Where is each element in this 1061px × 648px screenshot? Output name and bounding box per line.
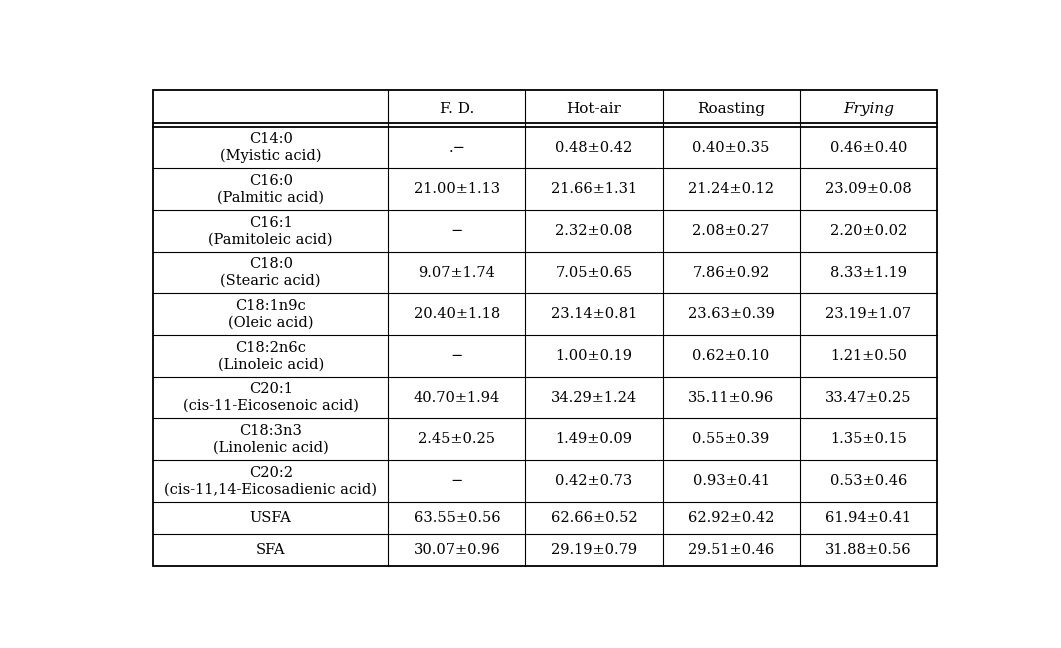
Text: 33.47±0.25: 33.47±0.25	[825, 391, 911, 404]
Text: 29.19±0.79: 29.19±0.79	[551, 543, 637, 557]
Text: 0.62±0.10: 0.62±0.10	[693, 349, 769, 363]
Text: 23.14±0.81: 23.14±0.81	[551, 307, 637, 321]
Text: 2.32±0.08: 2.32±0.08	[555, 224, 632, 238]
Text: 0.93±0.41: 0.93±0.41	[693, 474, 769, 488]
Text: 30.07±0.96: 30.07±0.96	[414, 543, 500, 557]
Text: C20:2
(cis-11,14-Eicosadienic acid): C20:2 (cis-11,14-Eicosadienic acid)	[164, 465, 378, 496]
Text: 9.07±1.74: 9.07±1.74	[418, 266, 495, 280]
Text: 8.33±1.19: 8.33±1.19	[830, 266, 907, 280]
Text: 23.19±1.07: 23.19±1.07	[825, 307, 911, 321]
Text: 61.94±0.41: 61.94±0.41	[825, 511, 911, 525]
Text: C14:0
(Myistic acid): C14:0 (Myistic acid)	[220, 132, 321, 163]
Text: C18:0
(Stearic acid): C18:0 (Stearic acid)	[221, 257, 321, 288]
Text: 7.05±0.65: 7.05±0.65	[555, 266, 632, 280]
Text: 23.09±0.08: 23.09±0.08	[824, 182, 911, 196]
Text: 40.70±1.94: 40.70±1.94	[414, 391, 500, 404]
Text: USFA: USFA	[249, 511, 292, 525]
Text: 29.51±0.46: 29.51±0.46	[688, 543, 775, 557]
Text: 20.40±1.18: 20.40±1.18	[414, 307, 500, 321]
Text: 0.48±0.42: 0.48±0.42	[555, 141, 632, 155]
Text: 21.66±1.31: 21.66±1.31	[551, 182, 637, 196]
Text: C20:1
(cis-11-Eicosenoic acid): C20:1 (cis-11-Eicosenoic acid)	[182, 382, 359, 413]
Text: 2.08±0.27: 2.08±0.27	[693, 224, 769, 238]
Text: C18:1n9c
(Oleic acid): C18:1n9c (Oleic acid)	[228, 299, 313, 330]
Text: 0.40±0.35: 0.40±0.35	[693, 141, 770, 155]
Text: 0.42±0.73: 0.42±0.73	[555, 474, 632, 488]
Text: 62.66±0.52: 62.66±0.52	[551, 511, 638, 525]
Text: 62.92±0.42: 62.92±0.42	[688, 511, 775, 525]
Text: 23.63±0.39: 23.63±0.39	[688, 307, 775, 321]
Text: 63.55±0.56: 63.55±0.56	[414, 511, 500, 525]
Text: 1.21±0.50: 1.21±0.50	[830, 349, 907, 363]
Text: .−: .−	[449, 141, 466, 155]
Text: 21.24±0.12: 21.24±0.12	[689, 182, 775, 196]
Text: 1.35±0.15: 1.35±0.15	[830, 432, 907, 446]
Text: 35.11±0.96: 35.11±0.96	[688, 391, 775, 404]
Text: Roasting: Roasting	[697, 102, 765, 115]
Text: C16:0
(Palmitic acid): C16:0 (Palmitic acid)	[218, 174, 325, 205]
Text: 0.55±0.39: 0.55±0.39	[693, 432, 769, 446]
Text: 34.29±1.24: 34.29±1.24	[551, 391, 637, 404]
Text: 0.46±0.40: 0.46±0.40	[830, 141, 907, 155]
Text: F. D.: F. D.	[439, 102, 474, 115]
Text: SFA: SFA	[256, 543, 285, 557]
Text: 1.49±0.09: 1.49±0.09	[556, 432, 632, 446]
Text: −: −	[451, 349, 463, 363]
Text: −: −	[451, 224, 463, 238]
Text: −: −	[451, 474, 463, 488]
Text: Frying: Frying	[842, 102, 893, 115]
Text: C18:2n6c
(Linoleic acid): C18:2n6c (Linoleic acid)	[218, 341, 324, 371]
Text: C16:1
(Pamitoleic acid): C16:1 (Pamitoleic acid)	[208, 216, 333, 246]
Text: C18:3n3
(Linolenic acid): C18:3n3 (Linolenic acid)	[213, 424, 329, 455]
Text: 0.53±0.46: 0.53±0.46	[830, 474, 907, 488]
Text: 7.86±0.92: 7.86±0.92	[693, 266, 769, 280]
Text: 1.00±0.19: 1.00±0.19	[556, 349, 632, 363]
Text: 2.45±0.25: 2.45±0.25	[418, 432, 495, 446]
Text: Hot-air: Hot-air	[567, 102, 622, 115]
Text: 2.20±0.02: 2.20±0.02	[830, 224, 907, 238]
Text: 21.00±1.13: 21.00±1.13	[414, 182, 500, 196]
Text: 31.88±0.56: 31.88±0.56	[825, 543, 911, 557]
